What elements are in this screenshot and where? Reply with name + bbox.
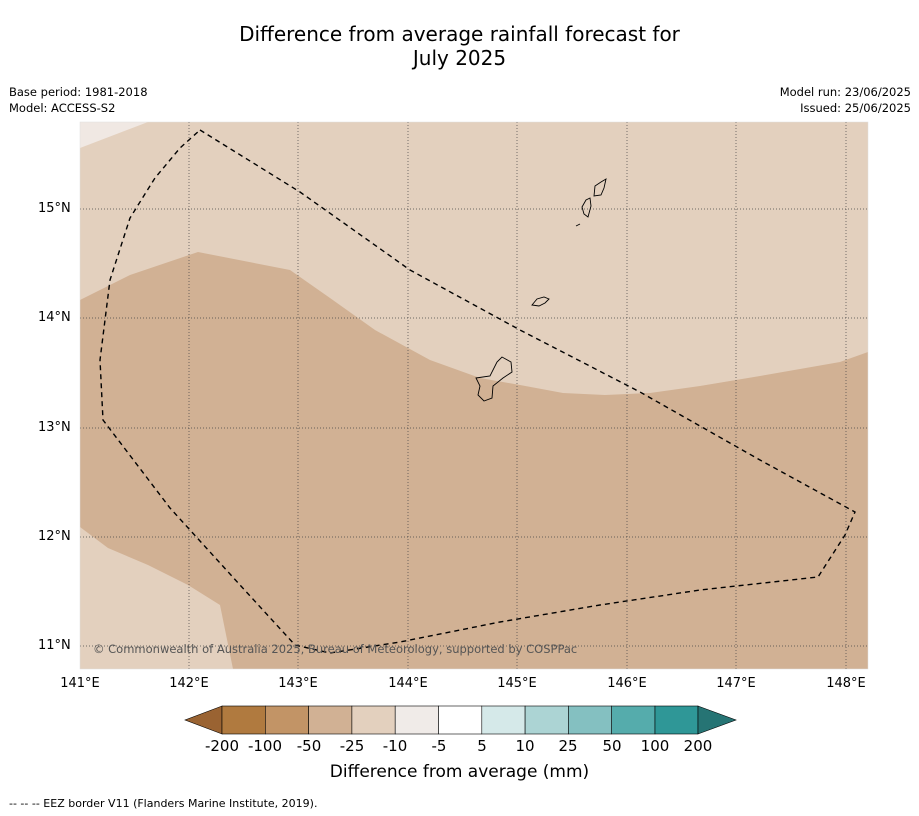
lon-label-148: 148°E	[826, 676, 866, 691]
eez-border	[99, 129, 856, 654]
cbar-tick-1: -200	[204, 737, 240, 755]
lon-label-142: 142°E	[169, 676, 209, 691]
colorbar-high-arrow	[697, 705, 737, 735]
island-rota	[531, 296, 550, 307]
cbar-tick-3: -50	[296, 737, 322, 755]
model-run: Model run: 23/06/2025	[779, 85, 911, 99]
eez-footnote: -- -- -- EEZ border V11 (Flanders Marine…	[9, 797, 318, 810]
islands	[475, 178, 607, 402]
cbar-swatch-5	[394, 705, 439, 735]
cbar-tick-12: 200	[683, 737, 713, 755]
island-saipan	[593, 178, 607, 197]
colorbar-title: Difference from average (mm)	[329, 762, 590, 782]
cbar-tick-5: -10	[382, 737, 408, 755]
cbar-swatch-2	[264, 705, 309, 735]
lat-label-13: 13°N	[38, 420, 71, 435]
lon-label-146: 146°E	[607, 676, 647, 691]
cbar-swatch-7	[481, 705, 526, 735]
colorbar-low-arrow	[184, 705, 223, 735]
gridlines	[80, 122, 868, 669]
title-line-1: Difference from average rainfall forecas…	[239, 22, 680, 46]
cbar-tick-6: -5	[431, 737, 447, 755]
cbar-swatch-8	[524, 705, 569, 735]
cbar-swatch-4	[351, 705, 396, 735]
lon-label-147: 147°E	[716, 676, 756, 691]
cbar-swatch-9	[568, 705, 613, 735]
cbar-swatch-6	[438, 705, 483, 735]
lat-label-14: 14°N	[38, 310, 71, 325]
chart-title: Difference from average rainfall forecas…	[0, 22, 919, 70]
cbar-tick-4: -25	[339, 737, 365, 755]
base-period: Base period: 1981-2018	[9, 85, 148, 99]
lon-label-141: 141°E	[60, 676, 100, 691]
lon-label-145: 145°E	[497, 676, 537, 691]
copyright-notice: © Commonwealth of Australia 2025, Bureau…	[93, 642, 578, 656]
lat-label-11: 11°N	[38, 638, 71, 653]
zone-very-light	[80, 122, 148, 148]
model-name: Model: ACCESS-S2	[9, 101, 116, 115]
map-frame	[79, 121, 869, 670]
island-tinian	[581, 197, 592, 218]
lat-label-12: 12°N	[38, 529, 71, 544]
cbar-swatch-10	[611, 705, 656, 735]
lon-label-143: 143°E	[278, 676, 318, 691]
meta-right: Model run: 23/06/2025 Issued: 25/06/2025	[780, 84, 911, 116]
title-line-2: July 2025	[412, 46, 507, 70]
lon-label-144: 144°E	[388, 676, 428, 691]
cbar-swatch-3	[308, 705, 353, 735]
cbar-tick-8: 10	[515, 737, 535, 755]
cbar-tick-10: 50	[602, 737, 622, 755]
zone-dark	[80, 252, 868, 669]
cbar-tick-7: 5	[477, 737, 487, 755]
cbar-tick-11: 100	[640, 737, 670, 755]
island-guam	[475, 356, 513, 402]
colorbar	[184, 705, 737, 735]
cbar-tick-2: -100	[247, 737, 283, 755]
issued-date: Issued: 25/06/2025	[800, 101, 911, 115]
cbar-swatch-1	[221, 705, 266, 735]
island-aguijan	[575, 223, 581, 227]
lat-label-15: 15°N	[38, 201, 71, 216]
meta-left: Base period: 1981-2018 Model: ACCESS-S2	[9, 84, 148, 116]
cbar-swatch-11	[654, 705, 699, 735]
cbar-tick-9: 25	[558, 737, 578, 755]
map-area	[80, 122, 868, 669]
